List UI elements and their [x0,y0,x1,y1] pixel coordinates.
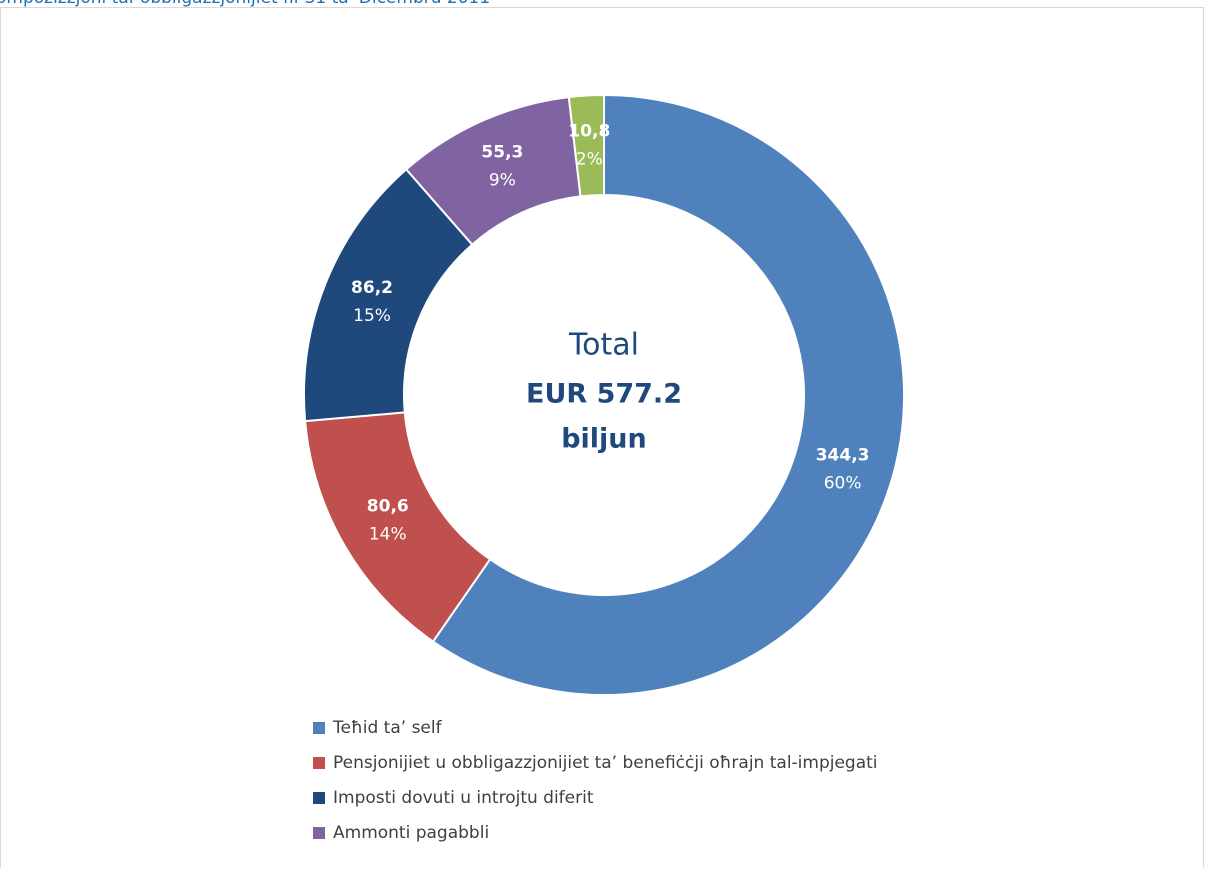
value-label: 80,6 [367,496,409,516]
percent-label: 14% [369,524,407,544]
donut-segment [567,93,605,198]
percent-label: 60% [824,474,862,494]
percent-label: 2% [576,149,603,169]
center-label: biljun [561,424,647,455]
legend-label: Pensjonijiet u obbligazzjonijiet ta’ ben… [333,753,878,773]
legend-label: Ammonti pagabbli [333,823,489,843]
legend-swatch [313,757,325,769]
legend-label: Teħid ta’ self [332,718,443,738]
legend-swatch [313,792,325,804]
value-label: 55,3 [481,143,523,163]
percent-label: 15% [353,306,391,326]
center-label: Total [568,328,639,363]
chart-title: ompożizzjoni tal-obbligazzjonijiet fil-3… [0,0,490,8]
center-label: EUR 577.2 [526,379,682,410]
legend-label: Imposti dovuti u introjtu diferit [333,788,594,808]
value-label: 86,2 [351,278,393,298]
value-label: 344,3 [816,446,870,466]
chart-frame [0,7,1204,872]
donut-segment [431,93,905,696]
legend-swatch [313,722,325,734]
percent-label: 9% [489,171,516,191]
legend-swatch [313,827,325,839]
value-label: 10,8 [568,121,610,141]
